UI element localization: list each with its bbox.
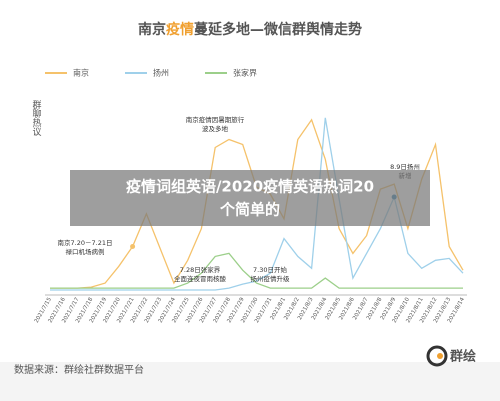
logo-dot <box>437 353 443 359</box>
legend-label: 南京 <box>73 68 89 78</box>
annotation: 南京7.20－7.21日 <box>58 238 113 247</box>
annotation: 全面连夜冒雨核酸 <box>174 274 227 283</box>
footer-bg <box>0 362 500 401</box>
y-axis-label: 群聊热议 <box>31 99 42 137</box>
overlay-text: 疫情词组英语/2020疫情英语热词20 <box>126 178 374 196</box>
highlight-point <box>130 243 136 249</box>
title-part: 蔓延多地—微信群舆情走势 <box>194 21 362 38</box>
logo-text: 群绘 <box>450 349 476 365</box>
legend-label: 扬州 <box>153 68 169 78</box>
annotation: 禄口机场病例 <box>66 247 105 256</box>
annotation: 7.28日张家界 <box>180 265 221 274</box>
legend-label: 张家界 <box>233 68 257 78</box>
series-line <box>50 252 463 289</box>
chart-title: 南京疫情蔓延多地—微信群舆情走势 <box>138 21 362 38</box>
title-part: 南京 <box>138 21 166 38</box>
source: 数据来源：群绘社群数据平台 <box>14 363 144 376</box>
annotation: 波及多地 <box>202 124 229 133</box>
logo-icon <box>426 345 448 367</box>
overlay-text: 个简单的 <box>219 201 280 219</box>
overlay-band <box>70 170 430 226</box>
annotation: 扬州疫情升级 <box>251 274 291 283</box>
annotation: 8.9日扬州 <box>390 162 420 171</box>
annotation: 南京疫情因暑期旅行 <box>186 115 245 124</box>
annotation: 7.30日开始 <box>253 265 287 274</box>
title-part: 疫情 <box>166 21 194 38</box>
